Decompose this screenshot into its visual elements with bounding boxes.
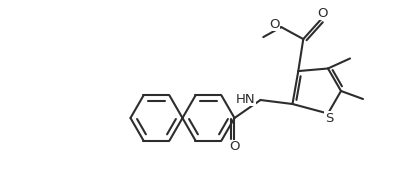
Text: O: O <box>269 18 279 31</box>
Text: O: O <box>317 7 328 20</box>
Text: S: S <box>325 112 333 125</box>
Text: O: O <box>229 140 240 153</box>
Text: HN: HN <box>236 92 256 105</box>
